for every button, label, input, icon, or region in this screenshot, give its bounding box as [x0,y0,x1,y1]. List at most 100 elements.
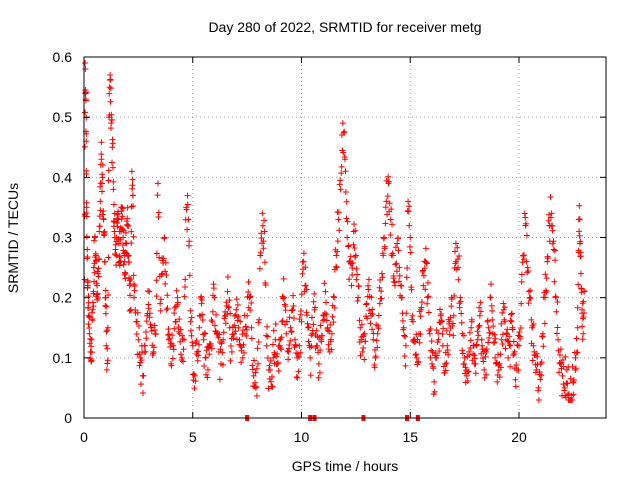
data-point [185,216,192,223]
data-point [128,168,135,175]
data-point [575,281,582,288]
data-point [89,317,96,324]
data-point [361,356,368,363]
data-point [131,294,138,301]
data-point [497,364,504,371]
data-point [542,271,549,278]
data-point [406,243,413,250]
data-point [225,304,232,311]
data-point [468,324,475,331]
data-point [496,360,503,367]
data-point [528,316,535,323]
data-point [577,238,584,245]
data-point [530,321,537,328]
data-point [569,396,576,403]
data-point [327,336,334,343]
data-point [252,379,259,386]
data-point [313,327,320,334]
data-point [436,306,443,313]
data-point [148,328,155,335]
data-point [511,348,518,355]
data-point [116,254,123,261]
data-point [267,366,274,373]
data-point [424,279,431,286]
data-point [142,329,149,336]
data-point [275,368,282,375]
data-point [462,364,469,371]
data-point [106,90,113,97]
x-axis-label: GPS time / hours [292,458,399,474]
data-point [466,329,473,336]
data-point [542,287,549,294]
data-point [308,343,315,350]
data-point [336,227,343,234]
data-point [142,348,149,355]
data-point [129,192,136,199]
y-tick-label: 0.6 [53,49,73,65]
data-point [105,167,112,174]
data-point [333,252,340,259]
data-point [131,283,138,290]
data-point [270,354,277,361]
data-point [105,177,112,184]
data-point [186,238,193,245]
data-point [426,330,433,337]
data-point [494,378,501,385]
data-point [199,316,206,323]
data-point [405,208,412,215]
data-point [454,244,461,251]
data-point [173,287,180,294]
data-point [238,359,245,366]
data-point [534,353,541,360]
data-point [363,300,370,307]
data-point [554,324,561,331]
data-point [395,235,402,242]
data-point [92,252,99,259]
data-point [523,258,530,265]
data-point [269,383,276,390]
data-point [192,340,199,347]
data-point [384,193,391,200]
data-point [491,339,498,346]
data-point [427,326,434,333]
data-point [448,303,455,310]
data-point [164,292,171,299]
data-point [279,318,286,325]
data-point [567,375,574,382]
data-point [358,321,365,328]
data-point [516,342,522,349]
data-point [529,357,536,364]
data-point [456,253,463,260]
data-point [573,335,580,342]
data-point [518,278,525,285]
data-point [249,362,256,369]
data-point [88,357,95,364]
data-point [385,173,392,180]
data-point [156,254,163,261]
data-point [224,288,231,295]
data-point [288,307,295,314]
data-point [498,320,505,327]
data-point [403,310,410,317]
data-point [378,270,385,277]
data-point [464,378,471,385]
data-point [501,304,508,311]
data-point [505,354,512,361]
data-point [328,330,335,337]
data-point [540,343,547,350]
data-point [329,313,336,320]
data-point [521,210,528,217]
data-point [170,346,177,353]
data-point [303,286,310,293]
data-point [110,178,117,185]
data-point [307,354,314,361]
data-point [564,391,571,398]
data-point [91,269,98,276]
data-point [353,265,360,272]
data-point [439,330,446,337]
data-point [354,271,361,278]
data-point [157,307,164,314]
data-point [120,234,127,241]
data-point [356,317,363,324]
data-point [257,252,264,259]
